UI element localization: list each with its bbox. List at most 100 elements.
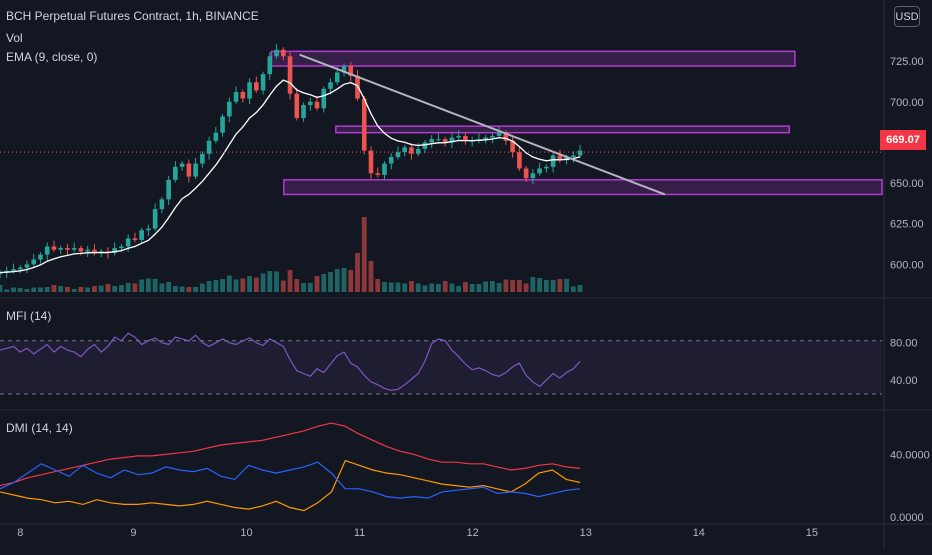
candle-body <box>159 199 165 210</box>
volume-bar <box>287 270 293 292</box>
x-tick-label: 13 <box>580 527 592 539</box>
volume-bar <box>98 285 104 292</box>
candle-body <box>58 248 64 250</box>
ema-line <box>0 79 581 274</box>
mfi-tick-label: 80.00 <box>890 338 918 350</box>
candle-body <box>0 272 3 275</box>
volume-bar <box>516 280 522 292</box>
volume-bar <box>557 279 563 292</box>
volume-bar <box>375 279 381 292</box>
currency-button[interactable]: USD <box>894 6 920 27</box>
candle-body <box>200 153 205 164</box>
volume-bar <box>105 284 111 292</box>
volume-bar <box>139 279 145 292</box>
candle-body <box>193 163 198 177</box>
resistance-zone <box>283 179 883 196</box>
volume-bar <box>361 217 367 292</box>
volume-bar <box>577 285 583 292</box>
candle-body <box>294 93 300 119</box>
mfi-title: MFI (14) <box>6 309 52 323</box>
candle-body <box>71 248 77 250</box>
dmi-title: DMI (14, 14) <box>6 421 73 435</box>
candle-body <box>483 137 488 140</box>
candle-body <box>544 166 549 169</box>
volume-bar <box>294 279 300 292</box>
candle-body <box>348 66 354 76</box>
candle-body <box>78 248 84 252</box>
candle-body <box>92 249 97 253</box>
volume-bar <box>274 271 279 292</box>
volume-bar <box>321 274 327 292</box>
candle-body <box>456 135 461 138</box>
volume-bar <box>469 284 475 292</box>
volume-bar <box>436 284 441 292</box>
volume-bar <box>503 279 509 292</box>
candle-body <box>152 209 158 229</box>
candle-body <box>179 163 185 167</box>
volume-bar <box>226 275 232 292</box>
x-tick-label: 8 <box>17 527 23 539</box>
candle-body <box>267 56 273 75</box>
volume-bar <box>449 283 455 292</box>
x-tick-label: 14 <box>693 527 705 539</box>
candle-body <box>422 142 428 149</box>
volume-bar <box>395 282 401 292</box>
volume-bar <box>550 280 556 292</box>
volume-bar <box>510 280 516 292</box>
candle-body <box>51 246 57 250</box>
candle-body <box>328 82 333 89</box>
volume-bar <box>65 287 70 292</box>
volume-bar <box>193 287 199 292</box>
candle-body <box>523 168 529 179</box>
candle-body <box>436 139 441 141</box>
volume-bar <box>71 289 77 292</box>
candle-body <box>402 147 408 153</box>
candle-body <box>368 150 374 174</box>
volume-label: Vol <box>6 31 23 45</box>
volume-bar <box>0 285 3 292</box>
resistance-zone <box>270 50 796 67</box>
volume-bar <box>220 279 225 292</box>
candle-body <box>409 147 414 154</box>
volume-bar <box>24 289 30 292</box>
candle-body <box>186 163 192 177</box>
volume-bar <box>307 283 313 292</box>
volume-bar <box>44 287 50 292</box>
volume-bar <box>152 279 158 292</box>
volume-bar <box>422 285 428 292</box>
candle-body <box>213 132 219 141</box>
volume-bar <box>92 286 97 292</box>
volume-bar <box>38 287 43 292</box>
mfi-tick-label: 40.00 <box>890 375 918 387</box>
volume-bar <box>456 286 462 292</box>
candle-body <box>247 82 252 99</box>
candle-body <box>166 179 171 200</box>
volume-bar <box>483 281 489 292</box>
candle-body <box>449 137 455 143</box>
price-tick-label: 650.00 <box>890 178 924 190</box>
candle-body <box>274 49 279 57</box>
candle-body <box>510 140 515 153</box>
volume-bar <box>206 281 212 292</box>
candle-body <box>85 249 90 252</box>
candle-body <box>341 66 347 73</box>
volume-bar <box>314 276 320 292</box>
candle-body <box>139 230 144 240</box>
volume-bar <box>186 287 192 292</box>
candle-body <box>503 132 509 141</box>
dmi-tick-label: 40.0000 <box>890 449 930 461</box>
volume-bar <box>253 277 259 292</box>
ema-label: EMA (9, close, 0) <box>6 50 98 64</box>
volume-bar <box>341 268 347 292</box>
volume-bar <box>213 280 219 292</box>
candle-body <box>469 140 475 142</box>
candle-body <box>132 238 138 240</box>
candle-body <box>537 168 542 174</box>
volume-bar <box>4 289 10 292</box>
dmi-line-di <box>0 459 581 512</box>
candle-body <box>517 152 522 169</box>
candle-body <box>220 116 225 133</box>
trendline <box>299 53 666 196</box>
